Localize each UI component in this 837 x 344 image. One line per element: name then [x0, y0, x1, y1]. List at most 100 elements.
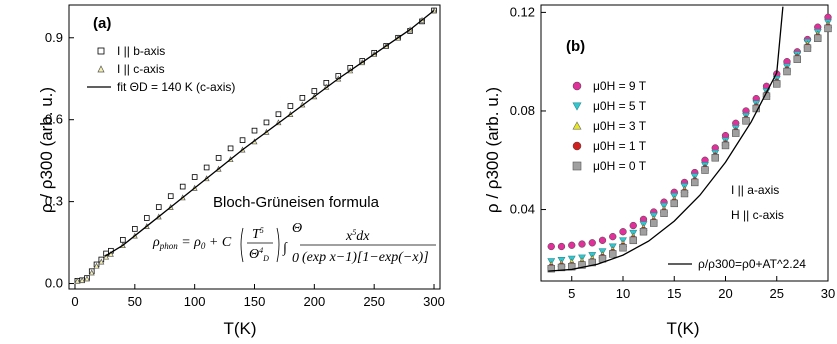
x-tick-label: 0 [71, 294, 78, 309]
data-point [143, 215, 150, 221]
data-point [155, 204, 162, 210]
data-point [711, 154, 719, 162]
x-tick-label: 25 [770, 286, 784, 301]
data-point [263, 119, 270, 126]
x-tick-label: 15 [667, 286, 681, 301]
data-point [578, 240, 586, 248]
data-point [88, 269, 95, 276]
data-point [79, 277, 86, 284]
panel-a: 0 50 100 150 200 250 300 0.0 0.3 0.6 0.9 (a) I || … [37, 4, 445, 338]
data-point [598, 236, 607, 244]
bloch-gruneisen-formula: ρphon = ρ0 + C T5 Θ4D ∫ Θ 0 x5dx (exp x−… [152, 221, 436, 266]
data-point [803, 44, 812, 52]
data-point [568, 241, 576, 249]
data-point [275, 111, 282, 118]
data-point [773, 80, 781, 88]
data-point [650, 219, 658, 227]
y-tick-label: 0.12 [510, 4, 535, 19]
x-tick-label: 250 [363, 294, 385, 309]
data-point [239, 137, 246, 143]
panel-a-ticks: 0 50 100 150 200 250 300 0.0 0.3 0.6 0.9 [45, 30, 445, 309]
y-tick-label: 0.9 [45, 30, 63, 45]
data-point [629, 236, 637, 245]
panel-a-xlabel: T(K) [223, 319, 256, 338]
legend-marker [97, 65, 105, 73]
data-point [742, 117, 750, 125]
data-point [287, 103, 294, 109]
data-point [639, 228, 648, 236]
data-point [578, 261, 586, 269]
panel-a-marks [74, 7, 437, 284]
legend-label: ρ/ρ300=ρ0+AT^2.24 [698, 257, 806, 271]
panel-a-ylabel: ρ / ρ300 (arb. u.) [37, 87, 56, 213]
x-tick-label: 30 [821, 286, 835, 301]
data-point [680, 189, 689, 198]
data-point [670, 199, 678, 208]
data-point [824, 24, 832, 33]
data-point [251, 127, 258, 134]
data-point [299, 95, 306, 101]
legend-label: μ0H = 0 T [593, 159, 647, 173]
data-point [783, 67, 791, 76]
data-point [660, 209, 668, 217]
data-point [609, 250, 617, 258]
data-point [167, 193, 174, 199]
x-tick-label: 150 [244, 294, 266, 309]
data-point [814, 34, 822, 42]
data-point [311, 88, 318, 94]
data-point [557, 263, 566, 272]
data-point [120, 237, 126, 243]
svg-text:x5dx: x5dx [345, 228, 370, 244]
data-point [93, 262, 100, 269]
data-point [191, 174, 198, 180]
panel-b-label: (b) [566, 38, 585, 55]
data-point [721, 141, 730, 150]
legend-marker [572, 121, 582, 130]
svg-text:∫: ∫ [282, 241, 288, 256]
panel-b-legend: μ0H = 9 T μ0H = 5 T μ0H = 3 T μ0H = 1 T μ0H … [572, 79, 806, 271]
data-point [568, 263, 576, 271]
legend-marker [97, 47, 105, 55]
orientation-label-2: H || c-axis [731, 208, 784, 222]
data-point [619, 228, 627, 236]
data-point [701, 166, 709, 174]
y-tick-label: 0.08 [510, 103, 535, 118]
panel-b: 5 10 15 20 25 300.040.080.12 (b) μ0H = 9 Tμ0H… [483, 4, 835, 338]
data-point [98, 258, 105, 265]
data-point [227, 145, 234, 152]
panel-b-marks [547, 6, 832, 273]
data-point [691, 178, 699, 187]
data-point [74, 277, 81, 284]
panel-a-legend: I || b-axis I || c-axis fit ΘD = 140 K (c-… [87, 44, 235, 94]
x-tick-label: 50 [128, 294, 142, 309]
legend-marker [572, 102, 582, 111]
legend-label: I || c-axis [117, 62, 165, 76]
data-point [103, 253, 110, 260]
svg-text:(exp x−1)[1−exp(−x)]: (exp x−1)[1−exp(−x)] [302, 250, 429, 265]
panel-b-xlabel: T(K) [666, 319, 699, 338]
data-point [588, 239, 596, 247]
x-tick-label: 200 [303, 294, 325, 309]
x-tick-label: 100 [184, 294, 206, 309]
legend-label: μ0H = 9 T [593, 79, 647, 93]
data-point [179, 183, 186, 190]
orientation-label-1: I || a-axis [731, 183, 779, 197]
data-point [629, 221, 637, 230]
panel-b-ticks: 5 10 15 20 25 30 0.04 0.08 0.12 [510, 4, 836, 301]
x-tick-label: 5 [568, 286, 575, 301]
svg-text:0: 0 [292, 251, 299, 266]
svg-text:T5: T5 [252, 226, 264, 242]
data-point [203, 164, 210, 171]
data-point [215, 155, 222, 161]
svg-text:Θ: Θ [292, 221, 302, 236]
legend-label: fit ΘD = 140 K (c-axis) [117, 80, 235, 94]
legend-label: μ0H = 3 T [593, 119, 647, 133]
y-tick-label: 0.0 [45, 276, 63, 291]
legend-marker [572, 161, 582, 171]
legend-label: I || b-axis [117, 44, 165, 58]
legend-label: μ0H = 1 T [593, 139, 647, 153]
legend-marker [572, 81, 582, 91]
formula-title: Bloch-Grüneisen formula [213, 194, 380, 211]
x-tick-label: 300 [423, 294, 445, 309]
